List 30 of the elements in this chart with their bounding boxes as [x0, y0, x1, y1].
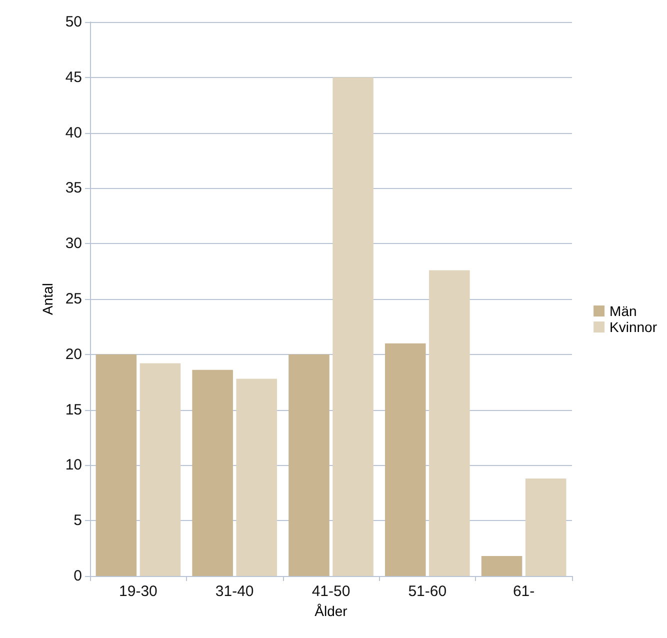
- y-tick-label: 35: [65, 180, 82, 197]
- y-tick-label: 45: [65, 68, 82, 86]
- y-tick-label: 30: [65, 235, 82, 252]
- x-tick-label: 41-50: [312, 583, 350, 600]
- bar: [332, 77, 374, 576]
- bar: [525, 478, 566, 576]
- bar: [288, 354, 330, 576]
- x-tick-label: 31-40: [215, 583, 254, 600]
- bar: [429, 270, 470, 576]
- y-tick-label: 25: [65, 290, 82, 308]
- bar: [192, 370, 233, 576]
- x-axis-title: Ålder: [314, 602, 348, 619]
- y-tick-label: 50: [65, 14, 82, 30]
- bar: [140, 363, 181, 576]
- bar: [481, 556, 522, 576]
- bar: [236, 378, 278, 576]
- y-tick-label: 40: [65, 124, 82, 142]
- y-tick-label: 20: [65, 346, 82, 363]
- y-tick-label: 5: [74, 512, 82, 530]
- y-tick-label: 15: [65, 401, 82, 418]
- bar: [96, 354, 137, 576]
- legend-label: Män: [610, 303, 637, 319]
- x-tick-label: 19-30: [119, 583, 158, 600]
- y-tick-label: 0: [74, 568, 82, 584]
- x-tick-label: 51-60: [408, 583, 447, 600]
- y-axis-title: Antal: [39, 283, 56, 315]
- bar: [384, 343, 426, 576]
- legend-label: Kvinnor: [610, 319, 658, 335]
- y-tick-label: 10: [65, 456, 82, 474]
- x-tick-label: 61-: [512, 583, 535, 600]
